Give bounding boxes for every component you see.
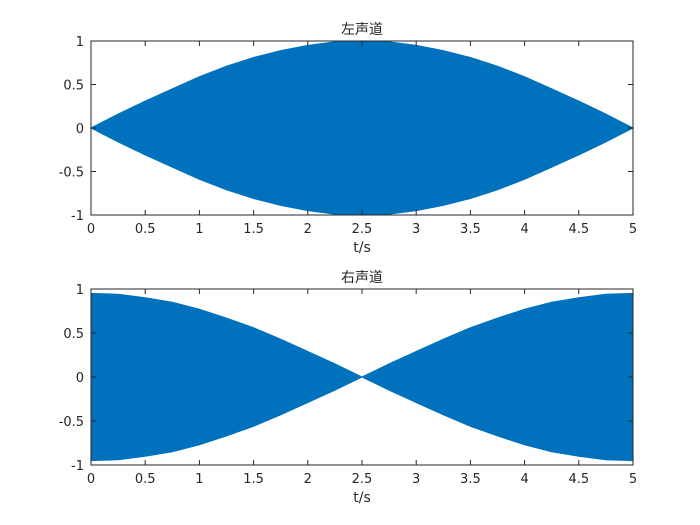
chart-1-y-tick-label: 1 [76,35,84,50]
chart-1-x-tick-label: 1.5 [243,222,264,237]
chart-2-x-tick-label: 4 [520,472,528,487]
chart-1-x-tick-label: 1 [195,222,203,237]
chart-2-title: 右声道 [341,270,383,286]
chart-1-y-tick-label: 0 [76,122,84,137]
chart-1-title: 左声道 [341,22,383,38]
chart-2-y-tick-label: 0.5 [63,327,84,342]
chart-2-y-tick-label: -1 [71,459,84,474]
plot-right-channel: 0 0.5 1 1.5 2 2.5 3 3.5 4 4.5 5 1 0.5 0 -0.5 -1 t/s 右声道 [59,270,638,506]
chart-1-x-tick-label: 4 [520,222,528,237]
chart-2-x-tick-label: 4.5 [568,472,589,487]
chart-2-x-axis-label: t/s [353,490,371,506]
chart-1-x-tick-label: 0.5 [135,222,156,237]
chart-2-y-tick-label: 0 [76,371,84,386]
chart-1-y-tick-label: -0.5 [59,166,84,181]
chart-2-x-tick-label: 1 [195,472,203,487]
chart-1-x-axis-label: t/s [353,240,371,256]
chart-1-x-tick-label: 4.5 [568,222,589,237]
chart-2-x-tick-label: 3 [412,472,420,487]
chart-1-y-tick-label: -1 [71,209,84,224]
chart-1-x-tick-label: 2.5 [352,222,373,237]
plot-left-channel: 0 0.5 1 1.5 2 2.5 3 3.5 4 4.5 5 1 0.5 0 -0.5 -1 t/s 左声道 [59,22,638,256]
chart-2-x-tick-label: 0.5 [135,472,156,487]
chart-2-x-tick-label: 5 [629,472,637,487]
chart-2-y-tick-label: 1 [76,283,84,298]
chart-2-x-tick-label: 2.5 [352,472,373,487]
chart-1-x-tick-label: 3.5 [460,222,481,237]
chart-1-y-tick-label: 0.5 [63,79,84,94]
chart-2-x-tick-label: 3.5 [460,472,481,487]
chart-1-x-tick-label: 5 [629,222,637,237]
chart-1-x-tick-label: 3 [412,222,420,237]
chart-2-y-tick-label: -0.5 [59,415,84,430]
chart-2-x-tick-label: 2 [304,472,312,487]
chart-2-x-tick-label: 1.5 [243,472,264,487]
chart-1-x-tick-label: 0 [87,222,95,237]
chart-2-x-tick-label: 0 [87,472,95,487]
chart-1-x-tick-label: 2 [304,222,312,237]
